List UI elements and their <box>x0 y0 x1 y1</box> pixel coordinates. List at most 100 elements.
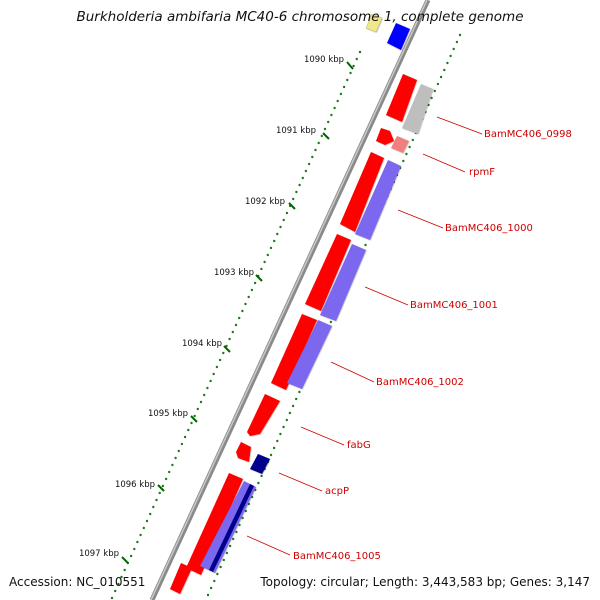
cds-feature[interactable] <box>365 13 383 33</box>
gene-feature[interactable] <box>209 484 254 572</box>
ring-dot <box>193 414 196 418</box>
cds-feature[interactable] <box>236 442 251 462</box>
ring-dot <box>114 589 117 593</box>
tick-label: 1094 kbp <box>182 339 222 349</box>
ring-dot <box>446 61 449 65</box>
ring-dot <box>329 320 333 324</box>
ring-dot <box>232 537 235 541</box>
accession-text: Accession: NC_010551 <box>9 575 146 589</box>
ring-dot <box>291 404 295 408</box>
ring-dot <box>333 106 336 110</box>
gene-label-text: BamMC406_1002 <box>376 377 464 388</box>
gene-label-BamMC406_1005[interactable]: BamMC406_1005 <box>246 535 381 562</box>
cds-feature[interactable] <box>340 152 384 232</box>
gene-label-rpmF[interactable]: rpmF <box>422 153 495 178</box>
ring-dot <box>443 68 446 72</box>
ring-dot <box>285 211 289 215</box>
ring-dot <box>203 393 206 397</box>
ring-dot <box>330 113 333 117</box>
cds-feature[interactable] <box>186 473 243 575</box>
ring-dot <box>177 449 180 453</box>
gene-label-text: BamMC406_1001 <box>410 300 498 311</box>
ring-dot <box>339 92 343 96</box>
gene-feature[interactable] <box>355 160 401 240</box>
ring-dot <box>136 540 139 544</box>
gene-label-fabG[interactable]: fabG <box>300 426 371 451</box>
gene-label-acpP[interactable]: acpP <box>278 472 349 497</box>
ring-dot <box>323 127 327 131</box>
ring-dot <box>257 481 260 485</box>
ring-dot <box>327 120 330 124</box>
ring-dot <box>190 421 193 425</box>
ring-dot <box>436 82 440 86</box>
ring-dot <box>253 281 257 285</box>
ring-dot <box>238 316 241 320</box>
cds-feature[interactable] <box>387 23 410 50</box>
ring-dot <box>449 54 452 58</box>
gene-label-text: rpmF <box>469 167 495 178</box>
ring-dot <box>164 477 168 481</box>
gene-feature[interactable] <box>320 244 366 321</box>
gene-label-BamMC406_1002[interactable]: BamMC406_1002 <box>330 361 464 388</box>
ring-dot <box>352 64 355 68</box>
cds-feature[interactable] <box>247 394 280 436</box>
cds-feature[interactable] <box>386 74 417 122</box>
ring-dot <box>183 435 187 439</box>
cds-feature[interactable] <box>376 128 394 145</box>
ring-dot <box>276 439 279 443</box>
ring-dot <box>298 183 301 187</box>
ring-dot <box>295 397 298 401</box>
cds-feature[interactable] <box>271 314 317 390</box>
ring-dot <box>241 516 244 520</box>
tick-label: 1096 kbp <box>115 480 155 490</box>
ring-dot <box>152 505 155 509</box>
ring-dot <box>282 425 285 429</box>
ring-dot <box>241 309 244 313</box>
gene-label-BamMC406_1001[interactable]: BamMC406_1001 <box>364 286 498 311</box>
ring-dot <box>307 162 311 166</box>
ring-dot <box>149 512 152 516</box>
ring-dot <box>273 239 276 243</box>
ring-dot <box>218 358 222 362</box>
ring-dot <box>314 148 317 152</box>
ring-dot <box>269 453 273 457</box>
ring-dot <box>288 411 292 415</box>
ring-dot <box>244 302 247 306</box>
tick-label: 1093 kbp <box>214 268 254 278</box>
ring-dot <box>247 295 250 299</box>
tick-1097: 1097 kbp <box>79 549 129 564</box>
gene-label-text: BamMC406_1000 <box>445 223 533 234</box>
tick-1096: 1096 kbp <box>115 480 165 492</box>
gene-label-BamMC406_0998[interactable]: BamMC406_0998 <box>436 116 572 140</box>
ring-dot <box>216 572 219 576</box>
gene-feature[interactable] <box>402 84 433 134</box>
ring-dot <box>247 502 251 506</box>
ring-dot <box>298 390 301 394</box>
gene-label-BamMC406_1000[interactable]: BamMC406_1000 <box>397 209 533 234</box>
cds-feature[interactable] <box>170 563 192 594</box>
ring-dot <box>408 145 411 149</box>
gene-feature[interactable] <box>287 320 332 389</box>
cds-feature[interactable] <box>305 234 351 311</box>
ring-dot <box>180 442 184 446</box>
ring-dot <box>155 498 158 502</box>
ring-dot <box>234 323 238 327</box>
ring-dot <box>427 103 430 107</box>
gene-feature[interactable] <box>391 136 409 153</box>
ring-dot <box>209 586 213 590</box>
ring-dot <box>411 138 414 142</box>
ring-dot <box>285 418 288 422</box>
tick-label: 1090 kbp <box>304 55 344 65</box>
ring-dot <box>161 484 165 488</box>
ring-dot <box>199 400 203 404</box>
ring-dot <box>158 491 161 495</box>
gene-feature[interactable] <box>250 454 270 474</box>
ring-dot <box>439 75 443 79</box>
ring-dot <box>295 190 298 194</box>
ring-dot <box>206 593 210 597</box>
gene-label-text: BamMC406_0998 <box>484 129 572 140</box>
tick-1093: 1093 kbp <box>214 268 263 282</box>
ring-dot <box>342 85 346 89</box>
ring-dot <box>263 260 266 264</box>
